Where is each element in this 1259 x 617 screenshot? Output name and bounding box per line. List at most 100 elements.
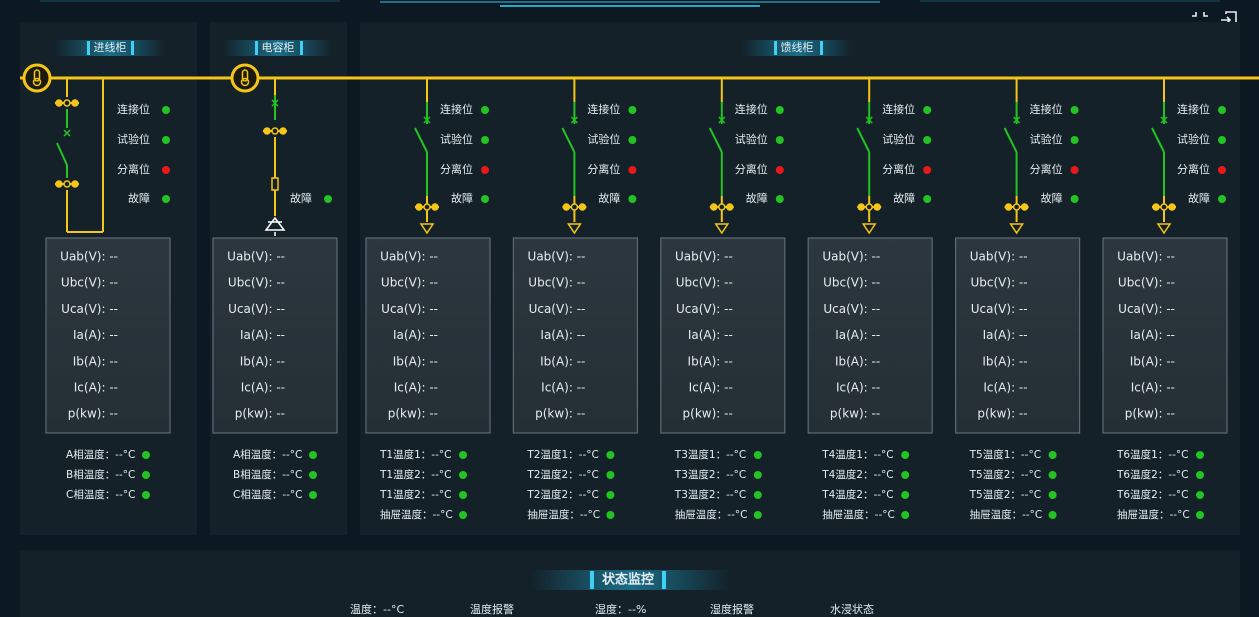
status-dot <box>1196 491 1204 499</box>
reading-box <box>45 237 171 434</box>
status-dot <box>142 491 150 499</box>
status-dot <box>481 195 489 203</box>
reading: Ic(A): -- <box>1131 381 1175 395</box>
status-dot <box>1218 136 1226 144</box>
status-dot <box>1218 106 1226 114</box>
status-dot <box>753 471 762 479</box>
reading: Ubc(V): -- <box>676 276 733 290</box>
status-dot <box>162 166 170 174</box>
reading: Ubc(V): -- <box>381 276 438 290</box>
reading: Ubc(V): -- <box>1118 276 1175 290</box>
status-label: 连接位 <box>587 102 620 116</box>
reading-box <box>212 237 338 434</box>
collapse-icon[interactable] <box>1192 12 1208 28</box>
monitor-item: 温度：--°C <box>350 602 404 616</box>
wire <box>414 127 428 153</box>
temperature: T2温度2：--°C <box>526 488 598 501</box>
section-title: 电容柜 <box>262 40 295 54</box>
status-dot <box>901 511 910 519</box>
load-arrow <box>566 223 582 235</box>
status-dot <box>606 471 615 479</box>
status-dot <box>1048 471 1057 479</box>
fuse <box>718 203 726 211</box>
temperature: B相温度：--°C <box>233 468 302 481</box>
wire <box>56 142 68 166</box>
meter-icon <box>32 77 42 87</box>
reading: p(kw): -- <box>683 407 733 421</box>
reading: Ib(A): -- <box>393 354 438 368</box>
status-dot <box>1048 491 1057 499</box>
fuse <box>1152 203 1160 211</box>
monitor-item: 水浸状态 <box>830 602 874 616</box>
fuse <box>873 203 881 211</box>
status-dot <box>309 451 317 459</box>
wire <box>856 127 871 153</box>
fuse <box>55 99 63 107</box>
status-dot <box>606 451 615 459</box>
switch-mark <box>718 116 726 124</box>
status-dot <box>628 106 637 114</box>
fuse <box>71 99 79 107</box>
reading: Ic(A): -- <box>836 381 880 395</box>
reading: p(kw): -- <box>535 407 585 421</box>
badge-bg <box>742 40 852 56</box>
reading: Ubc(V): -- <box>971 276 1028 290</box>
status-dot <box>775 195 784 203</box>
temperature: 抽屉温度：--°C <box>380 508 453 521</box>
status-dot <box>628 195 637 203</box>
status-dot <box>753 491 762 499</box>
meter-icon <box>33 69 41 82</box>
panel <box>360 22 1240 535</box>
section-title: 进线柜 <box>94 40 127 54</box>
reading: Uca(V): -- <box>61 302 118 316</box>
reading: Uab(V): -- <box>60 250 118 264</box>
temperature: T3温度1：--°C <box>674 448 746 461</box>
reading-box <box>365 237 491 434</box>
status-dot <box>481 166 489 174</box>
reading-box <box>660 237 786 434</box>
switch-mark <box>865 116 873 124</box>
status-dot <box>1048 451 1057 459</box>
monitor-title: 状态监控 <box>602 572 654 588</box>
status-dot <box>459 451 467 459</box>
fuse <box>271 127 279 135</box>
badge-bg <box>530 570 730 590</box>
temperature: T2温度1：--°C <box>526 448 598 461</box>
reading: Ia(A): -- <box>688 328 733 342</box>
fuse <box>562 203 571 211</box>
status-dot <box>1196 451 1204 459</box>
status-label: 试验位 <box>882 132 915 146</box>
reading: Uca(V): -- <box>1118 302 1175 316</box>
wire <box>708 127 723 153</box>
fuse <box>1004 203 1013 211</box>
reading: Uab(V): -- <box>528 250 586 264</box>
load-arrow <box>1009 223 1025 235</box>
monitor-item: 湿度：--% <box>595 602 646 616</box>
fuse <box>857 203 865 211</box>
load-arrow <box>861 223 877 235</box>
load-arrow <box>714 223 730 235</box>
fuse <box>578 203 587 211</box>
reading: Uab(V): -- <box>675 250 733 264</box>
meter-icon <box>240 77 250 87</box>
reading: Uca(V): -- <box>676 302 733 316</box>
status-dot <box>775 106 784 114</box>
fuse <box>63 99 71 107</box>
reading: Ia(A): -- <box>393 328 438 342</box>
status-dot <box>1196 511 1204 519</box>
status-label: 连接位 <box>1177 102 1210 116</box>
reading: Ia(A): -- <box>73 328 118 342</box>
reading: Uca(V): -- <box>823 302 880 316</box>
temperature: T3温度2：--°C <box>674 488 746 501</box>
reading: Ib(A): -- <box>240 354 285 368</box>
reading: p(kw): -- <box>68 407 118 421</box>
reading: Ic(A): -- <box>74 381 118 395</box>
status-label: 试验位 <box>117 132 150 146</box>
status-dot <box>1218 166 1226 174</box>
badge-bg <box>223 40 333 56</box>
fuse <box>1012 203 1021 211</box>
reading: Uab(V): -- <box>822 250 880 264</box>
